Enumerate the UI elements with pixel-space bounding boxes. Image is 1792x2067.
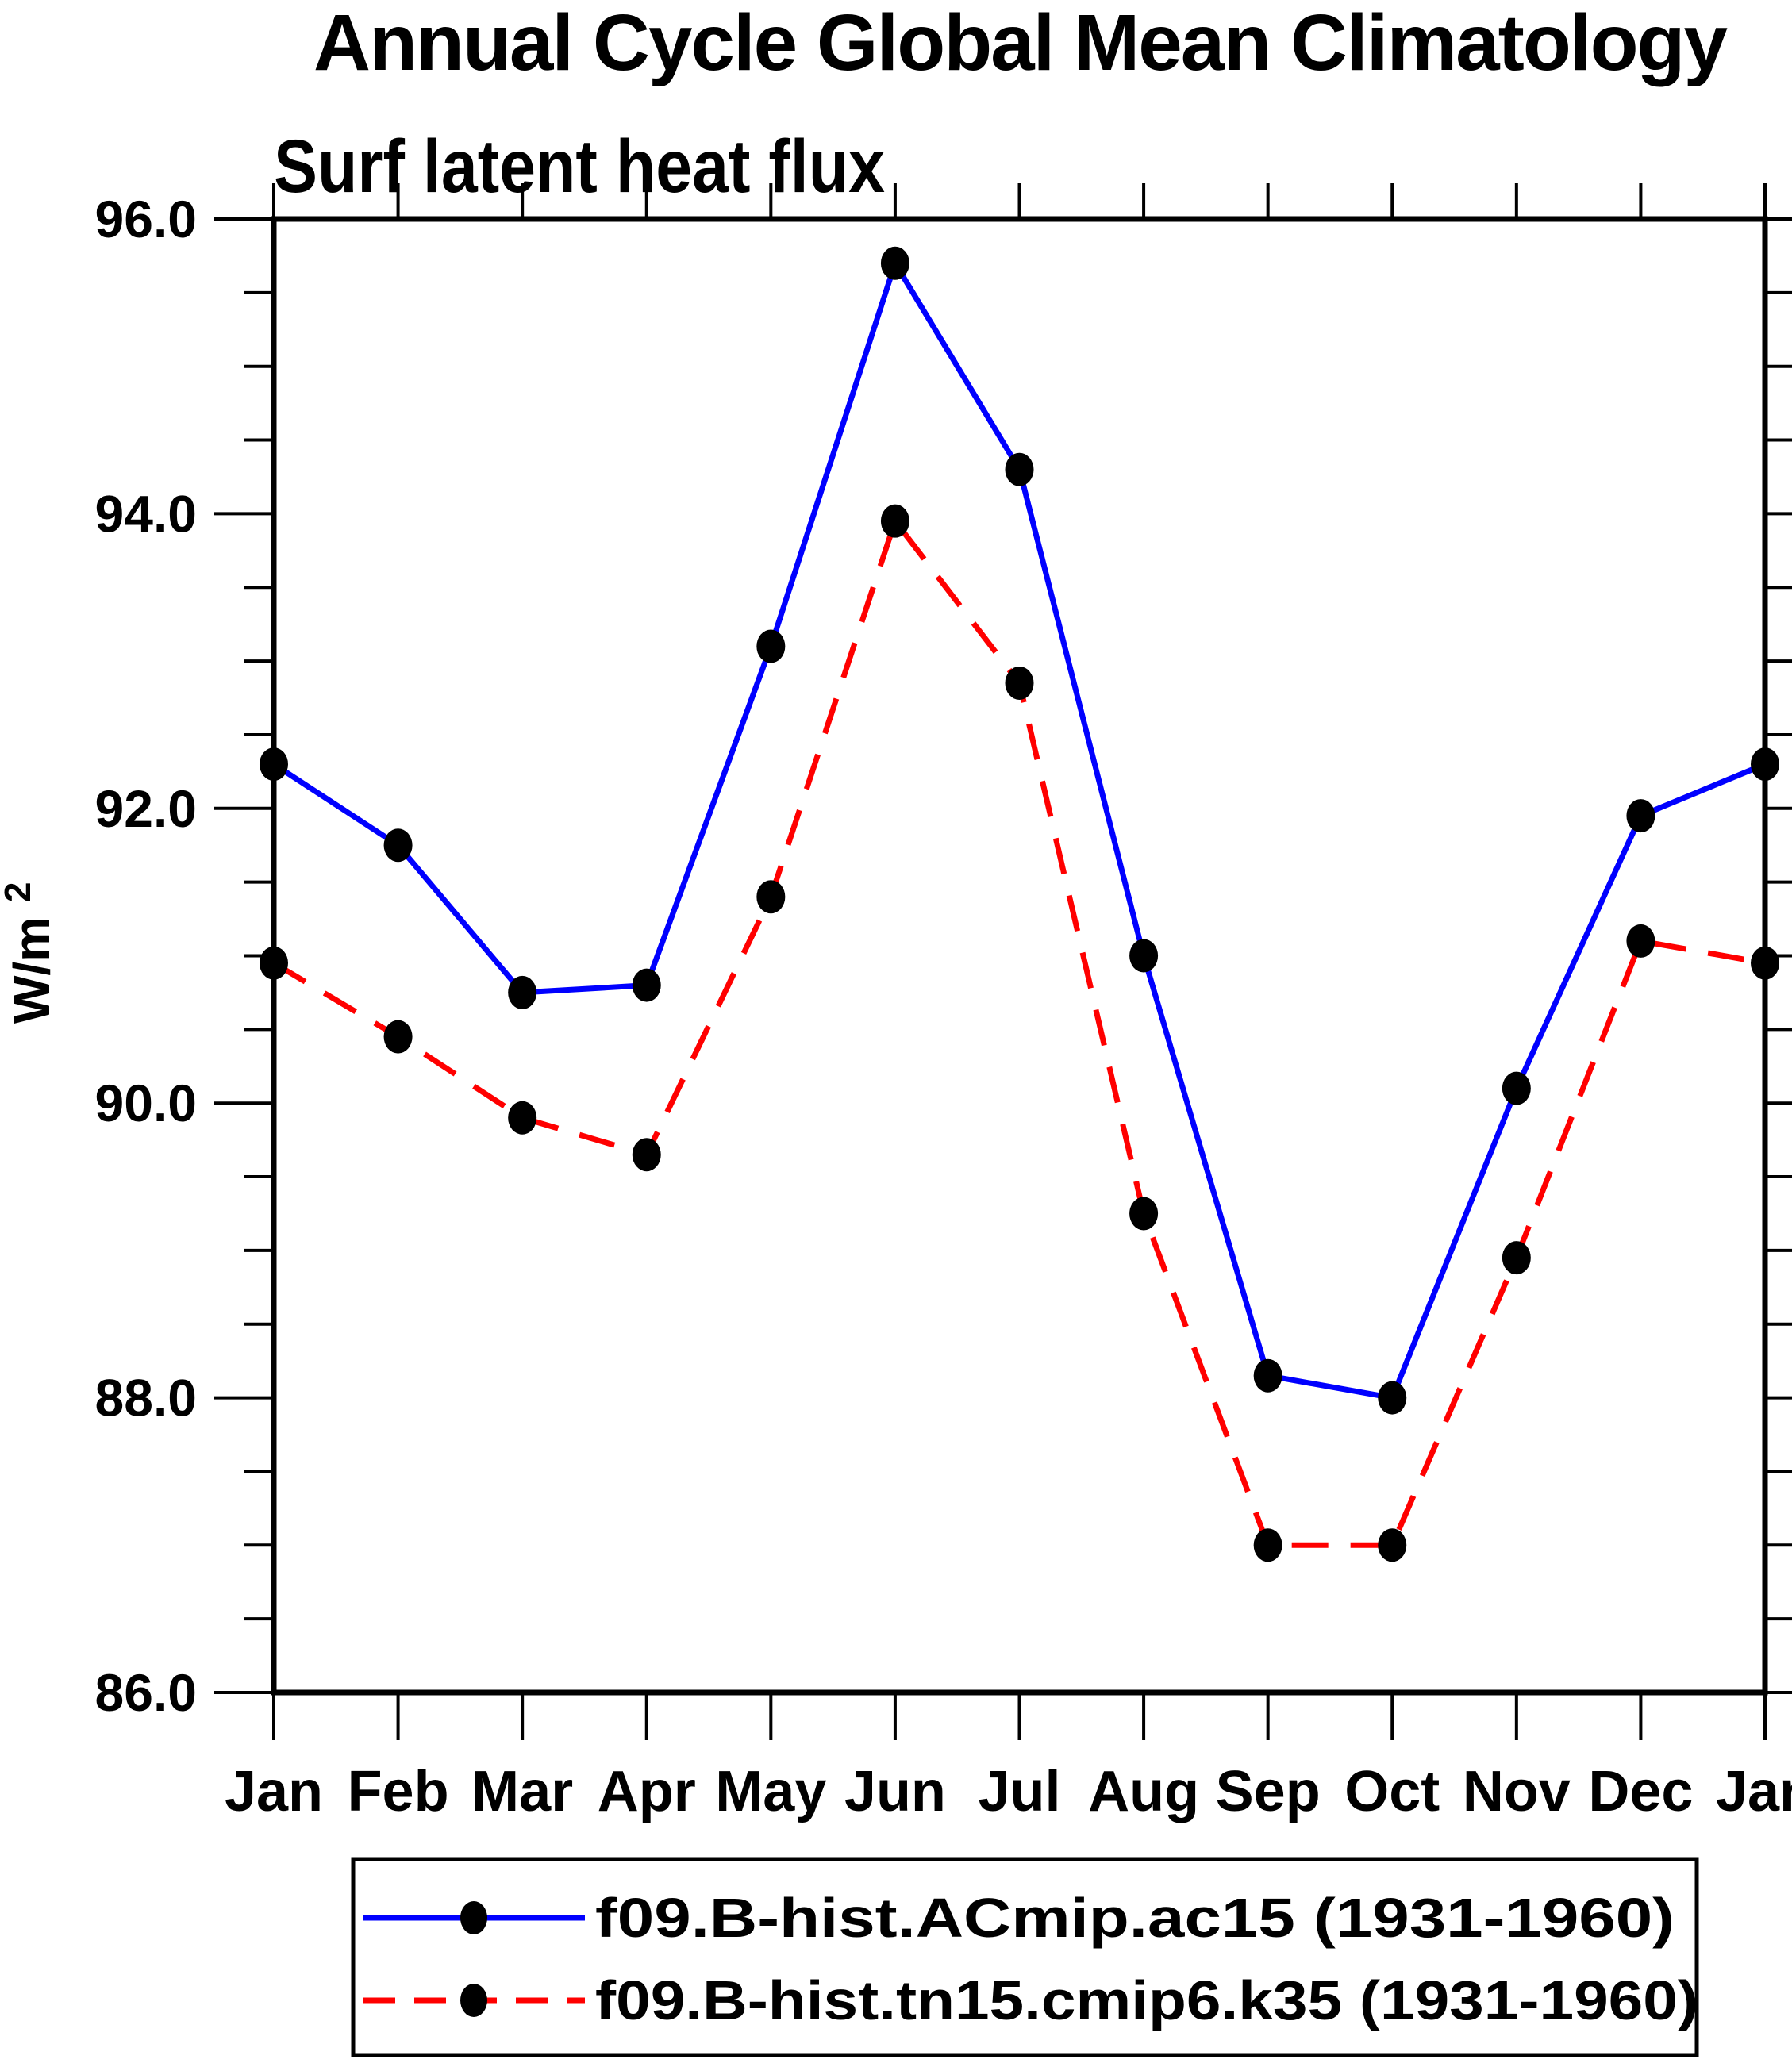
legend-item: f09.B-hist.tn15.cmip6.k35 (1931-1960) [363, 1969, 1698, 2031]
x-tick-label: Sep [1216, 1760, 1321, 1823]
x-tick-label: Feb [348, 1760, 449, 1823]
x-tick-label: Jul [978, 1760, 1060, 1823]
legend-box [351, 1857, 1699, 2057]
x-tick-label: Mar [471, 1760, 573, 1823]
data-point-marker [260, 747, 288, 782]
plot-area: Jan Feb Mar Apr May Jun Jul Aug Sep Oct Nov Dec Jan 9… [95, 183, 1792, 1823]
data-point-marker [1626, 924, 1655, 958]
plot-frame [271, 216, 1768, 1696]
x-tick-label: Jan [1716, 1760, 1792, 1823]
y-tick-label: 92.0 [95, 779, 197, 838]
data-point-marker [880, 246, 909, 280]
y-tick-label: 96.0 [95, 190, 197, 248]
data-point-marker [880, 504, 909, 538]
legend-marker-icon [460, 1901, 487, 1934]
data-point-marker [1378, 1528, 1407, 1562]
legend-item: f09.B-hist.ACmip.ac15 (1931-1960) [363, 1887, 1675, 1949]
data-point-marker [508, 975, 537, 1009]
legend-label: f09.B-hist.ACmip.ac15 (1931-1960) [595, 1887, 1675, 1949]
x-tick-label: Nov [1463, 1760, 1571, 1823]
data-point-marker [1129, 939, 1159, 973]
x-tick-label: Aug [1088, 1760, 1199, 1823]
data-point-marker [1751, 946, 1779, 980]
data-point-marker [1751, 747, 1779, 782]
x-tick-label: Apr [598, 1760, 696, 1823]
x-tick-label: Oct [1344, 1760, 1440, 1823]
chart-subtitle: Surf latent heat flux [274, 125, 885, 209]
x-tick-label: Jun [844, 1760, 946, 1823]
data-point-marker [632, 968, 661, 1002]
data-point-marker [756, 629, 786, 663]
data-point-marker [1253, 1358, 1282, 1393]
x-tick-label: Jan [225, 1760, 323, 1823]
x-tick-label: Dec [1588, 1760, 1693, 1823]
series-line-acmip [272, 256, 1767, 1401]
data-point-marker [1005, 666, 1034, 700]
data-point-marker [756, 880, 786, 914]
data-point-marker [508, 1101, 537, 1135]
legend: f09.B-hist.ACmip.ac15 (1931-1960) f09.B-… [351, 1857, 1699, 2057]
data-point-marker [1626, 799, 1655, 833]
data-point-marker [1129, 1197, 1159, 1231]
x-tick-label: May [715, 1760, 826, 1823]
y-axis-label: W/m 2 [0, 882, 60, 1024]
data-point-marker [1502, 1241, 1531, 1275]
data-point-marker [383, 1020, 413, 1054]
data-point-marker [260, 946, 288, 980]
data-point-marker [1253, 1528, 1282, 1562]
data-point-marker [1378, 1381, 1407, 1415]
y-tick-label: 94.0 [95, 484, 197, 543]
y-axis-label-exponent: 2 [0, 882, 38, 903]
page-title: Annual Cycle Global Mean Climatology [313, 0, 1728, 87]
legend-marker-icon [460, 1984, 487, 2017]
data-point-marker [632, 1138, 661, 1172]
y-tick-label: 90.0 [95, 1074, 197, 1132]
data-point-marker [1005, 452, 1034, 486]
y-axis-label-unit: W/m [3, 916, 60, 1024]
data-point-marker [383, 828, 413, 863]
legend-label: f09.B-hist.tn15.cmip6.k35 (1931-1960) [595, 1969, 1698, 2031]
data-point-marker [1502, 1071, 1531, 1105]
y-tick-label: 88.0 [95, 1369, 197, 1427]
y-tick-label: 86.0 [95, 1663, 197, 1722]
